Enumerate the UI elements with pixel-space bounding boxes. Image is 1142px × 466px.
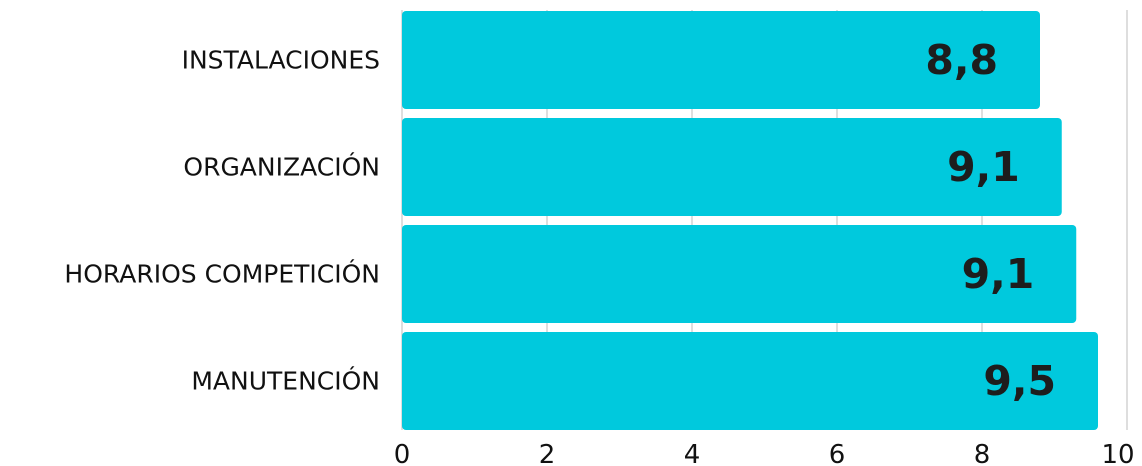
x-tick-label-0: 0 [394,440,411,466]
x-tick-label-10: 10 [1101,440,1134,466]
data-label-3: 9,5 [983,357,1056,405]
bar-3 [402,332,1098,430]
x-tick-label-2: 2 [539,440,556,466]
category-label-1: ORGANIZACIÓN [183,152,380,182]
bar-0 [402,11,1040,109]
x-tick-label-6: 6 [829,440,846,466]
category-label-3: MANUTENCIÓN [191,366,380,396]
data-label-2: 9,1 [962,250,1035,298]
data-label-1: 9,1 [947,143,1020,191]
x-axis-tick-labels: 0 2 4 6 8 10 [394,440,1135,466]
x-tick-label-4: 4 [684,440,701,466]
x-tick-label-8: 8 [974,440,991,466]
bars: 8,8 9,1 9,1 9,5 [402,11,1098,430]
data-label-0: 8,8 [925,36,998,84]
category-label-2: HORARIOS COMPETICIÓN [64,259,380,289]
bar-2 [402,225,1077,323]
category-label-0: INSTALACIONES [182,46,380,75]
category-labels: INSTALACIONES ORGANIZACIÓN HORARIOS COMPET… [64,46,380,396]
bar-1 [402,118,1062,216]
